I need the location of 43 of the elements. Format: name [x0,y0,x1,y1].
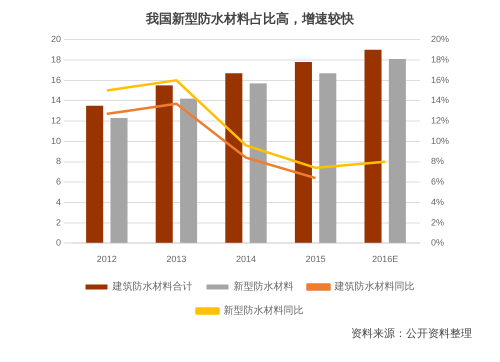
y2-tick-label: 14% [430,95,449,106]
y-tick-label: 0 [56,238,62,248]
y-tick-label: 8 [56,156,62,166]
y-tick-label: 10 [50,136,62,146]
legend-label: 建筑防水材料合计 [112,280,192,293]
y2-tick-label: 6% [430,176,444,187]
y2-tick-label: 20% [430,34,449,44]
bar [364,50,382,243]
x-tick-label: 2014 [236,254,256,264]
legend-label: 建筑防水材料同比 [334,280,414,293]
y2-tick-label: 10% [430,136,449,146]
y-tick-label: 12 [50,116,62,126]
bar [156,85,173,243]
x-tick-label: 2013 [166,254,186,264]
bar [225,73,242,243]
bar [180,98,198,243]
bar [250,83,267,243]
y-tick-label: 6 [56,176,62,187]
legend-label: 新型防水材料同比 [224,304,304,317]
y2-tick-label: 18% [430,54,449,64]
y2-tick-label: 12% [430,116,449,126]
y2-tick-label: 4% [430,196,444,207]
bar [319,73,336,243]
x-tick-label: 2016E [372,254,398,264]
bar [388,58,406,243]
chart-title: 我国新型防水材料占比高，增速较快 [145,11,355,28]
x-tick-label: 2015 [306,254,326,264]
y-tick-label: 18 [50,54,62,64]
y2-tick-label: 8% [430,156,444,166]
y-tick-label: 16 [50,74,62,85]
text: 资料来源：公开资料整理 [350,326,473,341]
y2-tick-label: 2% [430,217,444,228]
y-tick-label: 14 [50,95,62,106]
y-tick-label: 20 [50,34,62,44]
y2-tick-label: 16% [430,74,449,85]
y-tick-label: 4 [56,196,62,207]
bar [294,62,312,243]
bar [110,118,128,243]
legend-label: 新型防水材料 [234,280,294,293]
y2-tick-label: 0% [430,238,444,248]
bar [86,106,104,243]
y-tick-label: 2 [56,217,62,228]
x-tick-label: 2012 [96,254,117,264]
